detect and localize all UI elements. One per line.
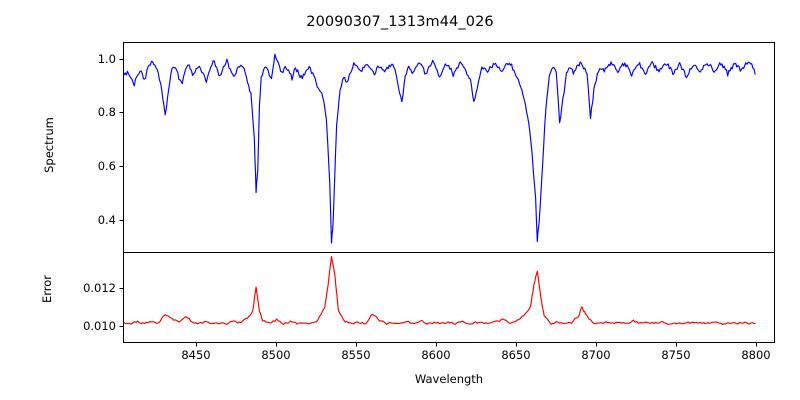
spectrum-ytick-3: 0.6 xyxy=(97,159,116,173)
spectrum-y-ticks xyxy=(119,59,124,221)
error-line xyxy=(124,255,756,325)
xtick-1: 8500 xyxy=(261,348,291,362)
error-panel-frame xyxy=(123,252,775,343)
spectrum-line xyxy=(124,53,756,244)
xtick-2: 8550 xyxy=(341,348,371,362)
spectrum-ytick-2: 0.8 xyxy=(97,105,116,119)
error-ytick-1: 0.012 xyxy=(83,281,116,295)
error-ytick-2: 0.010 xyxy=(83,319,116,333)
x-ticks xyxy=(196,342,757,347)
xtick-5: 8700 xyxy=(581,348,611,362)
xtick-7: 8800 xyxy=(741,348,771,362)
xtick-3: 8600 xyxy=(421,348,451,362)
xtick-4: 8650 xyxy=(501,348,531,362)
xtick-0: 8450 xyxy=(181,348,211,362)
error-y-ticks xyxy=(119,288,124,327)
xtick-6: 8750 xyxy=(661,348,691,362)
spectrum-ytick-4: 0.4 xyxy=(97,213,116,227)
spectrum-ytick-1: 1.0 xyxy=(97,52,116,66)
x-axis-label: Wavelength xyxy=(414,372,484,386)
figure-title: 20090307_1313m44_026 xyxy=(306,14,494,30)
